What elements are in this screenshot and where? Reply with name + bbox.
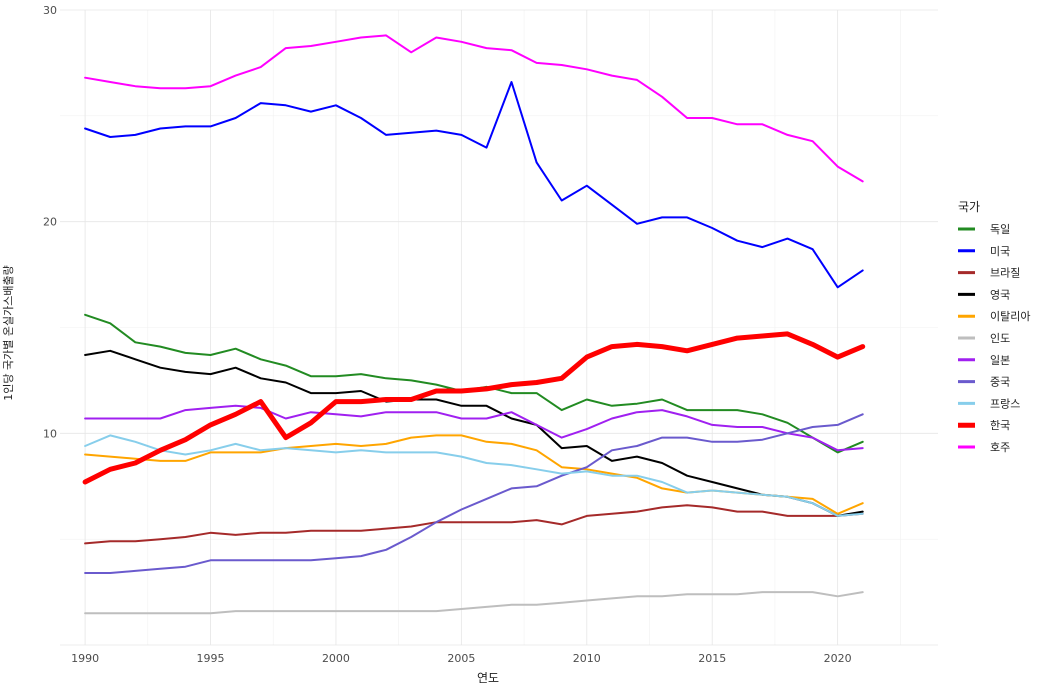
x-tick-label: 2010: [573, 652, 601, 665]
series-line-영국: [84, 349, 864, 517]
series-line-인도: [84, 591, 864, 615]
series-lines: [82, 34, 866, 615]
y-tick-label: 30: [43, 4, 57, 17]
legend-label-이탈리아: 이탈리아: [990, 310, 1030, 323]
legend-label-미국: 미국: [990, 245, 1010, 258]
legend-label-프랑스: 프랑스: [990, 397, 1020, 410]
legend-label-한국: 한국: [990, 419, 1010, 432]
y-tick-label: 20: [43, 216, 57, 229]
legend-label-호주: 호주: [990, 441, 1010, 454]
series-line-호주: [84, 34, 864, 183]
y-axis-title: 1인당 국가별 온실가스배출량: [2, 265, 15, 400]
axes: 연도 1인당 국가별 온실가스배출량 10 20 30 1990 1995 2000 200…: [2, 4, 852, 685]
x-tick-label: 2015: [698, 652, 726, 665]
x-tick-label: 1995: [197, 652, 225, 665]
series-line-미국: [84, 81, 864, 289]
legend-title: 국가: [958, 200, 980, 214]
legend-label-중국: 중국: [990, 376, 1010, 389]
series-line-중국: [84, 413, 864, 574]
grid: [60, 9, 938, 646]
legend-label-독일: 독일: [990, 222, 1010, 236]
x-tick-label: 1990: [71, 652, 99, 665]
x-tick-label: 2000: [322, 652, 350, 665]
series-line-일본: [84, 404, 864, 452]
y-tick-label: 10: [43, 427, 57, 440]
legend-label-일본: 일본: [990, 353, 1010, 367]
legend-label-영국: 영국: [990, 288, 1010, 301]
series-line-프랑스: [84, 434, 864, 517]
x-tick-label: 2005: [447, 652, 475, 665]
x-tick-label: 2020: [824, 652, 852, 665]
series-line-한국: [82, 331, 866, 485]
series-line-브라질: [84, 504, 864, 545]
legend-label-브라질: 브라질: [990, 267, 1020, 280]
series-line-이탈리아: [84, 434, 864, 515]
legend-label-인도: 인도: [990, 332, 1010, 345]
x-axis-title: 연도: [477, 671, 499, 685]
